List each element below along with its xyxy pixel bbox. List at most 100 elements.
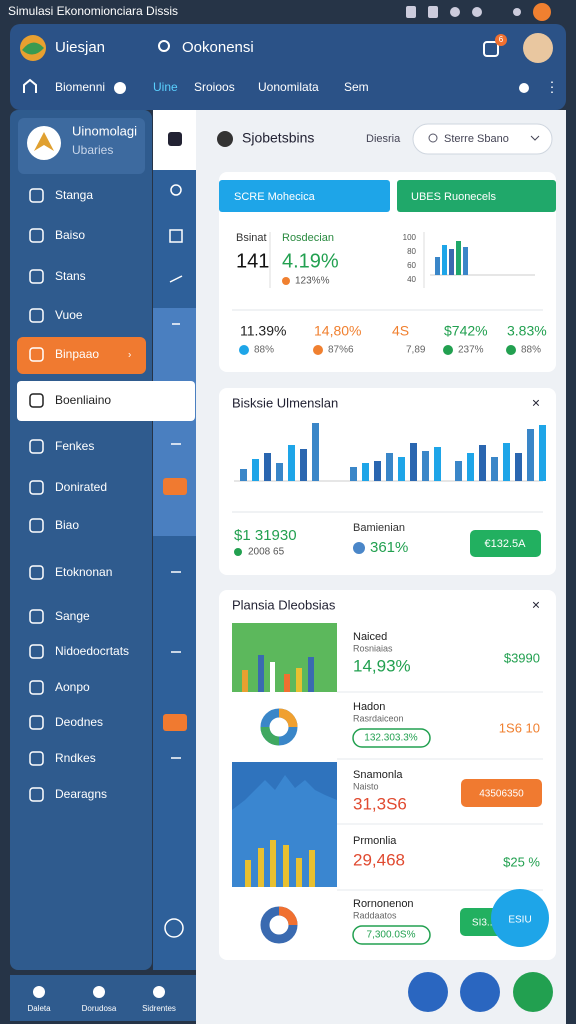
amount-sub: 2008 65 <box>248 547 285 558</box>
axis-label: 100 <box>403 233 417 242</box>
home-icon[interactable] <box>23 78 37 93</box>
sidebar-item[interactable]: Stans <box>55 269 86 283</box>
rate: 361% <box>370 539 408 556</box>
fab-small[interactable] <box>460 972 500 1012</box>
search-text[interactable]: Ookonensi <box>182 39 254 56</box>
sidebar-item[interactable]: Dearagns <box>55 787 107 801</box>
bar <box>276 463 283 481</box>
sidebar-icon <box>29 609 44 624</box>
dot <box>282 277 290 285</box>
button-text[interactable]: 43506350 <box>479 789 524 800</box>
tab[interactable]: Sem <box>344 80 369 94</box>
tab[interactable]: Biomenni <box>55 80 105 94</box>
sidebar-item[interactable]: Vuoe <box>55 308 83 322</box>
nav-icon[interactable] <box>153 986 165 998</box>
dot <box>239 345 249 355</box>
mini-icon[interactable] <box>168 132 182 146</box>
mini-badge <box>163 478 187 495</box>
bar <box>539 425 546 481</box>
button[interactable] <box>470 530 541 557</box>
sidebar-item[interactable]: Nidoedocrtats <box>55 644 129 658</box>
user-icon[interactable] <box>519 83 529 93</box>
summary-card <box>219 172 556 372</box>
row-name: Naiced <box>353 631 387 643</box>
sidebar-icon <box>29 439 44 454</box>
row-sub: Rasrdaiceon <box>353 713 404 723</box>
select-caret <box>530 135 540 141</box>
bar <box>288 445 295 481</box>
nav-label[interactable]: Daleta <box>27 1004 51 1013</box>
sidebar-item[interactable]: Biao <box>55 518 79 532</box>
donut <box>260 906 298 944</box>
close[interactable]: × <box>532 395 540 411</box>
sidebar-icon <box>29 269 44 284</box>
stat-value: 14,80% <box>314 323 361 339</box>
sidebar-icon <box>29 393 44 408</box>
stat-value: 4S <box>392 323 409 339</box>
row-value: 14,93% <box>353 656 411 675</box>
button[interactable] <box>461 779 542 807</box>
select-text[interactable]: Sterre Sbano <box>444 133 509 145</box>
sidebar-item[interactable]: Rndkes <box>55 751 96 765</box>
sidebar-item[interactable]: Deodnes <box>55 715 103 729</box>
sidebar-item[interactable]: Fenkes <box>55 439 94 453</box>
sidebar-selected[interactable] <box>17 381 195 421</box>
stat-sub: 7,89 <box>406 345 426 356</box>
tab-right[interactable] <box>397 180 556 212</box>
search-icon[interactable] <box>158 40 170 52</box>
dot <box>234 548 242 556</box>
logo-mark <box>34 132 54 151</box>
app-header <box>10 24 566 110</box>
bar <box>463 247 468 275</box>
fab-text[interactable]: ESIU <box>508 915 531 926</box>
notification-icon[interactable] <box>483 41 499 57</box>
sidebar-item[interactable]: Sange <box>55 609 90 623</box>
close[interactable]: × <box>532 597 540 613</box>
stat-sub: 88% <box>521 345 541 356</box>
sidebar-icon <box>29 751 44 766</box>
rate: 4.19% <box>282 250 339 272</box>
button-text[interactable]: €132.5A <box>485 538 527 550</box>
nav-label[interactable]: Dorudosa <box>82 1004 117 1013</box>
select-icon <box>428 133 438 143</box>
bar <box>527 429 534 481</box>
tab[interactable]: Sroioos <box>194 80 235 94</box>
sidebar-item[interactable]: Boenliaino <box>55 393 111 407</box>
sidebar-item[interactable]: Etoknonan <box>55 565 112 579</box>
bar <box>479 445 486 481</box>
bar <box>456 241 461 275</box>
avatar[interactable] <box>523 33 553 63</box>
sidebar-icon <box>29 228 44 243</box>
tab[interactable]: Uine <box>153 80 178 94</box>
tab-left-text[interactable]: SCRE Mohecica <box>234 191 316 203</box>
bar <box>264 453 271 481</box>
menu-dots[interactable]: ⋮ <box>545 79 559 95</box>
select[interactable] <box>412 123 553 155</box>
sidebar-item[interactable]: Donirated <box>55 480 107 494</box>
tab-left[interactable] <box>219 180 390 212</box>
dot <box>353 542 365 554</box>
nav-icon[interactable] <box>93 986 105 998</box>
row-value: 29,468 <box>353 850 405 869</box>
sidebar-item[interactable]: Baiso <box>55 228 85 242</box>
toolbar-link[interactable]: Diesria <box>366 133 401 145</box>
sidebar-item[interactable]: Stanga <box>55 188 93 202</box>
fab[interactable] <box>491 889 549 947</box>
nav-label[interactable]: Sidrentes <box>142 1004 176 1013</box>
tab-right-text[interactable]: UBES Ruonecels <box>411 191 496 203</box>
button-text[interactable]: SI3..3 <box>472 918 499 929</box>
fab-small[interactable] <box>408 972 448 1012</box>
sidebar-item[interactable]: Aonpo <box>55 680 90 694</box>
row-name: Snamonla <box>353 769 403 781</box>
sidebar-item[interactable]: Binpaao <box>55 347 99 361</box>
bar <box>374 461 381 481</box>
pill-text: 132.303.3% <box>364 733 417 744</box>
mini-highlight <box>153 308 196 536</box>
fab-small[interactable] <box>513 972 553 1012</box>
app-title: Uiesjan <box>55 39 105 56</box>
sidebar-active[interactable] <box>17 337 146 374</box>
pill <box>352 728 431 748</box>
tab[interactable]: Uonomilata <box>258 80 319 94</box>
nav-icon[interactable] <box>33 986 45 998</box>
